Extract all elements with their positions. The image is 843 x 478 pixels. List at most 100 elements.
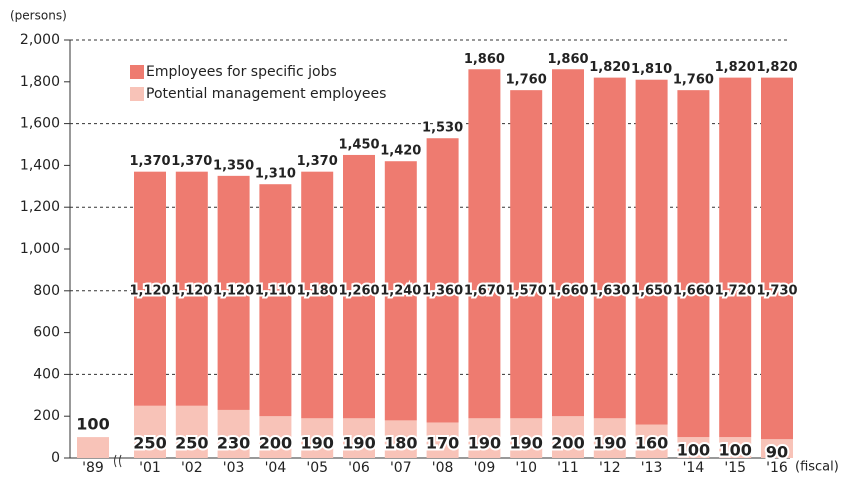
bar	[468, 418, 501, 458]
bar	[134, 405, 166, 458]
total-label: 1,760	[506, 73, 547, 88]
data-label: 1,660	[673, 283, 714, 298]
total-label: 1,820	[756, 60, 797, 75]
total-label: 1,530	[422, 121, 463, 136]
total-label: 1,820	[589, 60, 630, 75]
y-tick-label: 800	[33, 283, 60, 299]
data-label: 1,730	[756, 283, 797, 298]
bar	[552, 416, 584, 458]
bar	[510, 90, 543, 419]
legend-label: Potential management employees	[146, 86, 386, 102]
bar	[761, 77, 793, 440]
data-label: 100	[76, 415, 109, 434]
bar	[426, 138, 459, 423]
bar	[175, 405, 208, 458]
axis-break	[114, 454, 122, 468]
x-tick-label: '04	[265, 460, 287, 476]
total-label: 1,820	[715, 60, 756, 75]
data-label: 1,360	[422, 283, 463, 298]
data-label: 100	[677, 441, 710, 460]
x-tick-label: '08	[432, 460, 454, 476]
bar	[134, 171, 166, 406]
data-label: 1,650	[631, 283, 672, 298]
data-label: 190	[342, 434, 375, 453]
data-label: 1,120	[129, 283, 170, 298]
x-tick-label: '12	[599, 460, 621, 476]
total-label: 1,860	[464, 52, 505, 67]
bar	[175, 171, 208, 406]
total-label: 1,810	[631, 62, 672, 77]
x-axis-label: (fiscal)	[795, 460, 839, 475]
bar	[217, 175, 250, 410]
total-label: 1,370	[129, 154, 170, 169]
total-label: 1,370	[297, 154, 338, 169]
x-tick-label: '10	[515, 460, 537, 476]
x-tick-label: '11	[557, 460, 579, 476]
bar	[426, 422, 459, 458]
x-tick-label: '03	[223, 460, 245, 476]
x-tick-label: '16	[766, 460, 788, 476]
y-tick-label: 600	[33, 325, 60, 341]
bar	[384, 161, 417, 421]
bar	[468, 69, 501, 419]
x-tick-label: '01	[139, 460, 161, 476]
x-tick-label: '89	[82, 460, 104, 476]
data-label: 1,570	[506, 283, 547, 298]
data-label: 200	[259, 434, 292, 453]
data-label: 190	[593, 434, 626, 453]
data-label: 1,110	[255, 283, 296, 298]
data-label: 1,630	[589, 283, 630, 298]
bar	[677, 90, 710, 438]
y-tick-label: 0	[51, 450, 60, 466]
x-tick-label: '05	[306, 460, 328, 476]
data-label: 1,240	[380, 283, 421, 298]
data-label: 190	[509, 434, 542, 453]
data-label: 190	[468, 434, 501, 453]
x-tick-label: '07	[390, 460, 412, 476]
x-tick-label: '06	[348, 460, 370, 476]
data-label: 100	[718, 441, 751, 460]
data-label: 1,260	[338, 283, 379, 298]
x-tick-label: '13	[641, 460, 663, 476]
data-label: 1,660	[547, 283, 588, 298]
y-tick-label: 1,200	[20, 199, 60, 215]
x-tick-label: '09	[474, 460, 496, 476]
data-label: 1,720	[715, 283, 756, 298]
total-label: 1,350	[213, 158, 254, 173]
y-tick-label: 2,000	[20, 32, 60, 48]
bar	[343, 154, 375, 419]
bar	[593, 77, 626, 419]
y-axis-label: (persons)	[10, 9, 67, 23]
legend-swatch	[130, 65, 144, 79]
bar	[301, 171, 334, 419]
data-label: 180	[384, 434, 417, 453]
legend-swatch	[130, 87, 144, 101]
x-tick-label: '15	[724, 460, 746, 476]
bar	[635, 424, 668, 458]
data-label: 250	[133, 434, 166, 453]
total-label: 1,760	[673, 73, 714, 88]
data-label: 1,120	[171, 283, 212, 298]
y-tick-label: 1,000	[20, 241, 60, 257]
total-label: 1,370	[171, 154, 212, 169]
data-label: 170	[426, 434, 459, 453]
legend-label: Employees for specific jobs	[146, 64, 337, 80]
y-tick-label: 200	[33, 408, 60, 424]
data-label: 160	[635, 434, 668, 453]
x-tick-label: '02	[181, 460, 203, 476]
bar	[259, 416, 292, 458]
bar	[719, 77, 752, 438]
data-label: 190	[300, 434, 333, 453]
bar	[343, 418, 375, 458]
bar	[677, 437, 710, 458]
bar	[761, 439, 793, 458]
bar	[552, 69, 584, 417]
data-label: 1,120	[213, 283, 254, 298]
data-label: 1,670	[464, 283, 505, 298]
x-tick-label: '14	[683, 460, 705, 476]
total-label: 1,450	[338, 137, 379, 152]
total-label: 1,860	[547, 52, 588, 67]
bar	[719, 437, 752, 458]
bar	[259, 184, 292, 417]
